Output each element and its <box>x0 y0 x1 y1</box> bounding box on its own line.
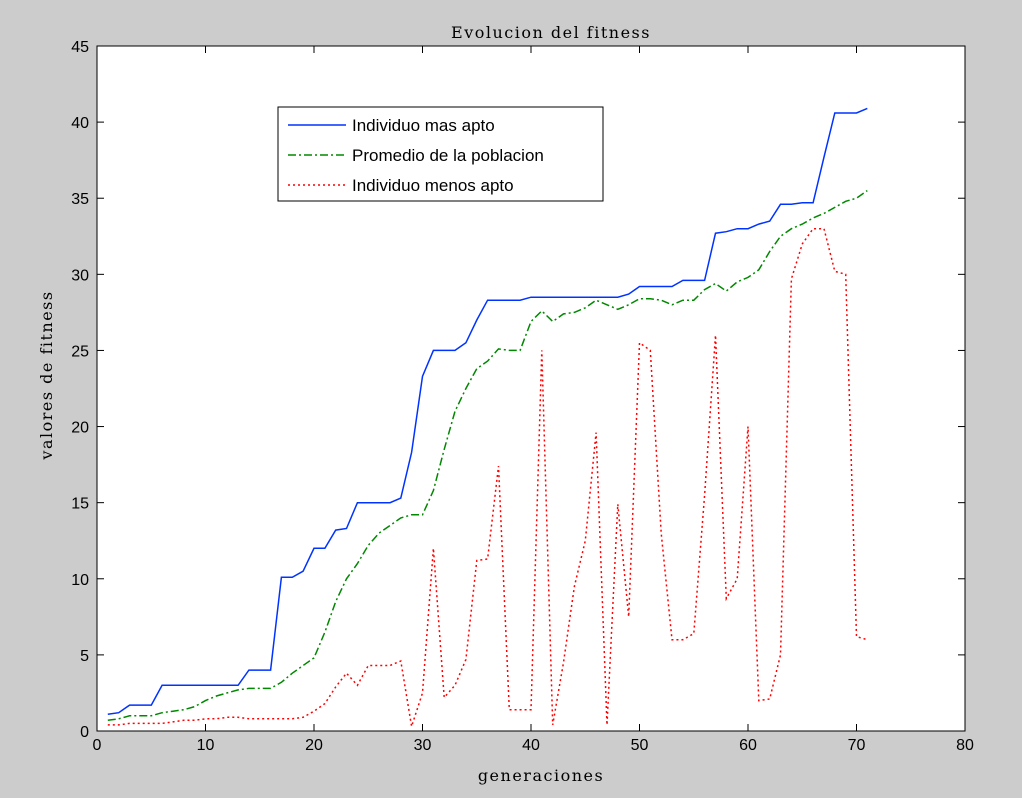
x-axis-ticks: 0 10 20 30 40 50 60 70 80 <box>93 46 974 754</box>
legend-label-1: Promedio de la poblacion <box>352 146 544 165</box>
x-tick-label-5: 50 <box>631 737 649 754</box>
series-line-1 <box>107 189 868 722</box>
x-tick-label-1: 10 <box>197 737 215 754</box>
x-tick-label-6: 60 <box>739 737 757 754</box>
y-tick-label-2: 10 <box>71 572 89 589</box>
y-tick-label-8: 40 <box>71 115 89 132</box>
y-axis-label: valores de fitness <box>37 290 56 460</box>
series-line-0 <box>107 107 868 716</box>
x-tick-label-0: 0 <box>93 737 102 754</box>
x-tick-label-2: 20 <box>305 737 323 754</box>
y-tick-label-7: 35 <box>71 191 89 208</box>
y-tick-label-0: 0 <box>80 724 89 741</box>
legend-box <box>277 106 604 202</box>
legend: Individuo mas apto Promedio de la poblaci… <box>277 106 604 202</box>
x-axis-label: generaciones <box>478 766 604 785</box>
x-tick-label-3: 30 <box>414 737 432 754</box>
y-tick-label-4: 20 <box>71 420 89 437</box>
legend-label-0: Individuo mas apto <box>352 116 495 135</box>
x-tick-label-8: 80 <box>956 737 974 754</box>
x-tick-label-4: 40 <box>522 737 540 754</box>
x-tick-label-7: 70 <box>848 737 866 754</box>
y-tick-label-6: 30 <box>71 267 89 284</box>
series-line-2 <box>107 227 868 727</box>
plot-frame <box>96 45 966 732</box>
y-tick-label-9: 45 <box>71 39 89 56</box>
y-tick-label-3: 15 <box>71 496 89 513</box>
series-layer <box>107 107 868 727</box>
legend-label-2: Individuo menos apto <box>352 176 514 195</box>
y-axis-ticks: 0 5 10 15 20 25 30 35 40 45 <box>71 39 965 741</box>
y-tick-label-5: 25 <box>71 343 89 360</box>
y-tick-label-1: 5 <box>80 648 89 665</box>
chart-title: Evolucion del fitness <box>451 23 651 42</box>
